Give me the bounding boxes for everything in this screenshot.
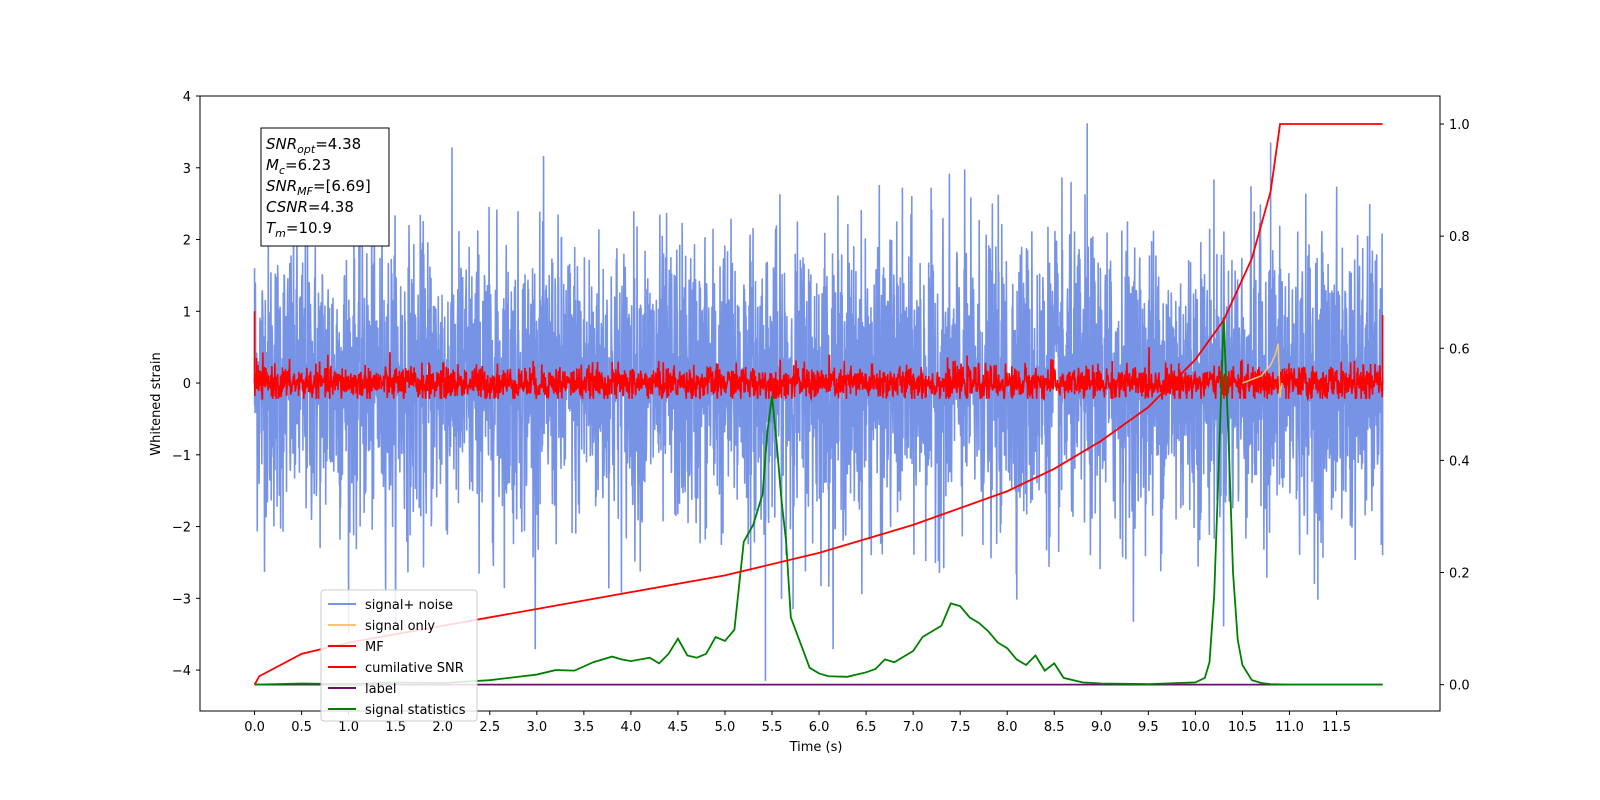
series-signal-noise-line [253,147,1384,650]
y2-tick-label: 0.2 [1449,567,1470,582]
legend-label: cumilative SNR [365,661,464,676]
info-line-csnr: CSNR=4.38 [266,198,354,216]
legend-item-signal-only: signal only [328,619,435,634]
x-tick-label: 1.5 [385,720,406,735]
y-tick-label: −3 [172,592,191,607]
legend-item-cumulative-snr: cumilative SNR [328,661,464,676]
info-line-snr-opt: SNRopt=4.38 [266,135,361,156]
legend-item-signal-statistics: signal statistics [328,703,466,718]
x-tick-label: 8.5 [1044,720,1065,735]
legend: signal+ noise signal only MF cumilative … [320,589,478,722]
y-tick-label: 2 [183,234,191,249]
y2-tick-label: 1.0 [1449,118,1470,133]
info-line-snr-mf: SNRMF=[6.69] [266,177,371,198]
x-tick-label: 10.5 [1228,720,1257,735]
y2-tick-label: 0.6 [1449,342,1470,357]
x-tick-label: 0.5 [291,720,312,735]
series-signal-statistics-line [254,317,1383,686]
x-tick-label: 4.0 [621,720,642,735]
x-tick-label: 5.5 [762,720,783,735]
x-tick-label: 10.0 [1181,720,1210,735]
x-tick-label: 4.5 [668,720,689,735]
x-tick-label: 11.5 [1322,720,1351,735]
legend-item-label: label [328,682,396,697]
info-box-frame [260,127,390,247]
legend-frame [320,589,478,722]
x-tick-label: 7.5 [950,720,971,735]
y-axis-label: Whitened strain [149,352,164,455]
x-tick-label: 3.0 [526,720,547,735]
y-tick-label: −2 [172,521,191,536]
legend-label: label [365,682,396,697]
legend-label: MF [365,640,384,655]
x-tick-label: 6.0 [809,720,830,735]
x-tick-label: 5.0 [715,720,736,735]
x-tick-label: 0.0 [244,720,265,735]
x-axis: 0.0 0.5 1.0 1.5 2.0 2.5 3.0 3.5 4.0 4.5 5.0 5.5 6.0 6… [244,711,1351,735]
info-line-tm: Tm=10.9 [266,219,332,240]
x-tick-label: 2.0 [432,720,453,735]
y-axis-left: 4 3 2 1 0 −1 −2 −3 −4 [172,90,200,679]
plot-frame [199,95,1441,712]
x-tick-label: 7.0 [903,720,924,735]
y2-tick-label: 0.8 [1449,230,1470,245]
y2-tick-label: 0.4 [1449,454,1470,469]
y-axis-right: 1.0 0.8 0.6 0.4 0.2 0.0 [1440,118,1470,694]
x-tick-label: 9.0 [1091,720,1112,735]
info-line-mc: Mc=6.23 [266,156,331,177]
legend-label: signal statistics [365,703,466,718]
info-box: SNRopt=4.38 Mc=6.23 SNRMF=[6.69] CSNR=4.… [260,127,390,247]
series-mf-line [253,347,1384,402]
x-axis-label: Time (s) [789,740,843,755]
x-tick-label: 3.5 [574,720,595,735]
y-tick-label: 3 [183,162,191,177]
y-tick-label: −4 [172,664,191,679]
series-signal-only-line [1242,343,1283,398]
x-tick-label: 9.5 [1138,720,1159,735]
y-tick-label: −1 [172,449,191,464]
x-tick-label: 2.5 [479,720,500,735]
mf-layer [253,311,1384,402]
x-tick-label: 1.0 [338,720,359,735]
legend-item-mf: MF [328,640,384,655]
legend-label: signal only [365,619,435,634]
y-tick-label: 0 [183,377,191,392]
x-tick-label: 11.0 [1275,720,1304,735]
x-tick-label: 6.5 [856,720,877,735]
y2-tick-label: 0.0 [1449,679,1470,694]
y-tick-label: 1 [183,305,191,320]
x-tick-label: 8.0 [997,720,1018,735]
legend-label: signal+ noise [365,598,453,613]
y-tick-label: 4 [183,90,191,105]
legend-item-signal-noise: signal+ noise [328,598,453,613]
